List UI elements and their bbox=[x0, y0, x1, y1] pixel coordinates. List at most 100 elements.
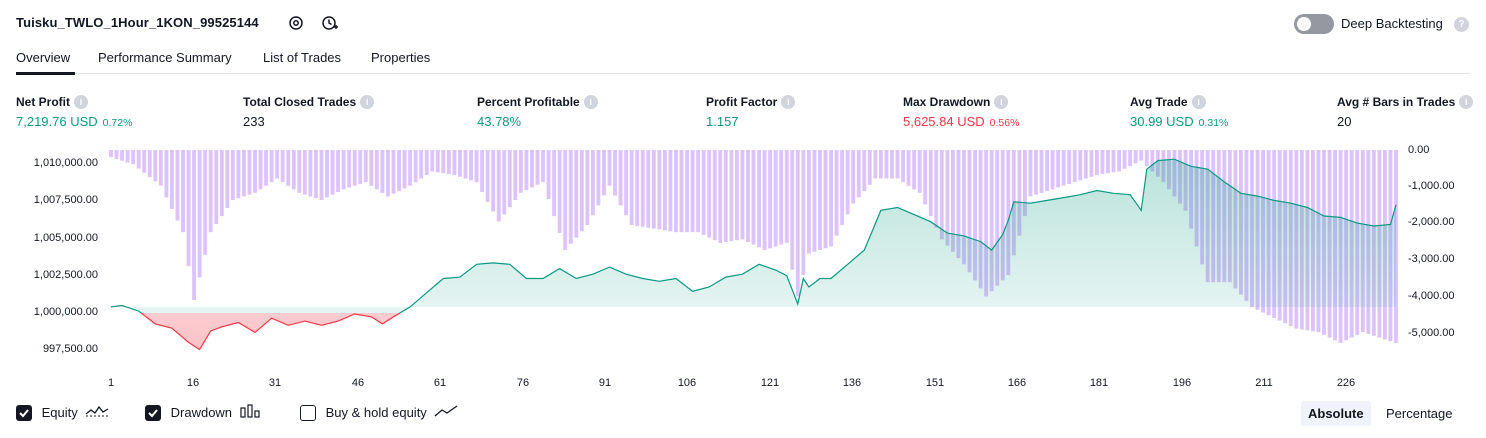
drawdown-bar bbox=[230, 150, 235, 201]
equity-area-gain bbox=[111, 159, 1396, 313]
metric-label-net-profit: Net Profit i bbox=[16, 95, 88, 109]
drawdown-bar bbox=[208, 150, 213, 233]
info-icon[interactable]: i bbox=[994, 95, 1009, 109]
drawdown-bar bbox=[214, 150, 219, 225]
drawdown-bar bbox=[657, 150, 662, 230]
buy-hold-checkbox[interactable] bbox=[300, 404, 316, 421]
tab-properties[interactable]: Properties bbox=[371, 50, 431, 65]
tab-list-of-trades[interactable]: List of Trades bbox=[263, 50, 342, 65]
legend-buy-hold[interactable]: Buy & hold equity bbox=[300, 404, 458, 421]
x-tick: 91 bbox=[598, 377, 612, 389]
settings-icon[interactable] bbox=[287, 14, 305, 32]
strategy-title: Tuisku_TWLO_1Hour_1KON_99525144 bbox=[16, 15, 259, 30]
drawdown-bar bbox=[557, 150, 562, 234]
absolute-button[interactable]: Absolute bbox=[1301, 401, 1371, 426]
info-icon[interactable]: i bbox=[1191, 95, 1206, 109]
drawdown-bar bbox=[928, 150, 933, 217]
drawdown-bar bbox=[1017, 150, 1022, 236]
percentage-button[interactable]: Percentage bbox=[1386, 406, 1453, 421]
drawdown-bar bbox=[380, 150, 385, 193]
drawdown-bar bbox=[668, 150, 673, 232]
equity-line-gain bbox=[110, 158, 1397, 313]
drawdown-bar bbox=[435, 150, 440, 173]
drawdown-bar bbox=[1144, 150, 1149, 167]
drawdown-bar bbox=[502, 150, 507, 215]
drawdown-bar bbox=[1100, 150, 1105, 175]
drawdown-bar bbox=[801, 150, 806, 276]
metric-label-total-closed-trades: Total Closed Trades i bbox=[243, 95, 375, 109]
drawdown-bar bbox=[956, 150, 961, 259]
drawdown-bar bbox=[574, 150, 579, 238]
drawdown-bar bbox=[967, 150, 972, 273]
drawdown-bar bbox=[269, 150, 274, 183]
drawdown-bar bbox=[203, 150, 208, 255]
deep-backtesting-toggle[interactable] bbox=[1294, 14, 1334, 34]
drawdown-bar bbox=[895, 150, 900, 179]
y-left-tick: 1,010,000.00 bbox=[33, 157, 98, 169]
drawdown-bar bbox=[408, 150, 413, 186]
drawdown-bar bbox=[995, 150, 1000, 286]
drawdown-bar bbox=[613, 150, 617, 196]
info-icon[interactable]: i bbox=[583, 95, 598, 109]
metric-value-profit-factor: 1.157 bbox=[706, 114, 739, 129]
info-icon[interactable]: i bbox=[781, 95, 796, 109]
drawdown-bar bbox=[757, 150, 761, 248]
drawdown-bar bbox=[1111, 150, 1116, 173]
help-icon[interactable]: ? bbox=[1454, 17, 1469, 32]
drawdown-bar bbox=[219, 150, 224, 217]
drawdown-bar bbox=[795, 150, 800, 297]
tab-overview[interactable]: Overview bbox=[16, 50, 71, 65]
drawdown-bar bbox=[197, 150, 202, 278]
drawdown-bar bbox=[834, 150, 839, 236]
drawdown-bar bbox=[674, 150, 678, 233]
legend-drawdown-label: Drawdown bbox=[170, 405, 233, 421]
drawdown-bar bbox=[718, 150, 723, 243]
drawdown-bar bbox=[507, 150, 512, 208]
alert-clock-icon[interactable] bbox=[321, 14, 339, 32]
equity-checkbox[interactable] bbox=[16, 404, 32, 421]
info-icon[interactable]: i bbox=[74, 95, 88, 109]
drawdown-bar bbox=[651, 150, 656, 229]
drawdown-bar bbox=[607, 150, 612, 186]
x-tick: 196 bbox=[1172, 377, 1192, 389]
drawdown-bar bbox=[247, 150, 252, 195]
active-tab-indicator bbox=[16, 72, 75, 75]
legend-drawdown[interactable]: Drawdown bbox=[145, 404, 260, 421]
drawdown-bar bbox=[535, 150, 540, 185]
drawdown-bar bbox=[1022, 150, 1027, 217]
drawdown-bar bbox=[1078, 150, 1083, 181]
drawdown-bar bbox=[1045, 150, 1049, 192]
legend-equity[interactable]: Equity bbox=[16, 404, 109, 421]
drawdown-bar bbox=[1133, 150, 1138, 164]
toggle-knob bbox=[1297, 17, 1311, 31]
drawdown-checkbox[interactable] bbox=[145, 404, 161, 421]
y-right-tick: -5,000.00 bbox=[1408, 327, 1455, 339]
drawdown-bar bbox=[153, 150, 158, 182]
equity-area-loss bbox=[141, 313, 400, 350]
x-tick: 61 bbox=[433, 377, 447, 389]
drawdown-bar bbox=[275, 150, 280, 179]
drawdown-bar bbox=[923, 150, 928, 205]
drawdown-bar bbox=[391, 150, 396, 194]
info-icon[interactable]: i bbox=[1459, 95, 1474, 109]
metric-label-profit-factor: Profit Factor i bbox=[706, 95, 796, 109]
drawdown-bar bbox=[192, 150, 197, 301]
drawdown-bar bbox=[812, 150, 817, 252]
drawdown-bar bbox=[253, 150, 257, 193]
drawdown-bar bbox=[790, 150, 795, 270]
drawdown-bar bbox=[386, 150, 390, 197]
drawdown-bar bbox=[402, 150, 407, 189]
drawdown-bar bbox=[851, 150, 856, 204]
bars-icon bbox=[240, 404, 260, 421]
info-icon[interactable]: i bbox=[360, 95, 375, 109]
metric-label-percent-profitable: Percent Profitable i bbox=[477, 95, 598, 109]
drawdown-bar bbox=[358, 150, 363, 184]
tab-performance-summary[interactable]: Performance Summary bbox=[98, 50, 232, 65]
drawdown-bar bbox=[906, 150, 911, 186]
drawdown-bar bbox=[319, 150, 324, 201]
drawdown-bar bbox=[1150, 150, 1155, 172]
drawdown-bar bbox=[169, 150, 174, 209]
drawdown-bar bbox=[1072, 150, 1077, 183]
drawdown-bar bbox=[746, 150, 750, 242]
